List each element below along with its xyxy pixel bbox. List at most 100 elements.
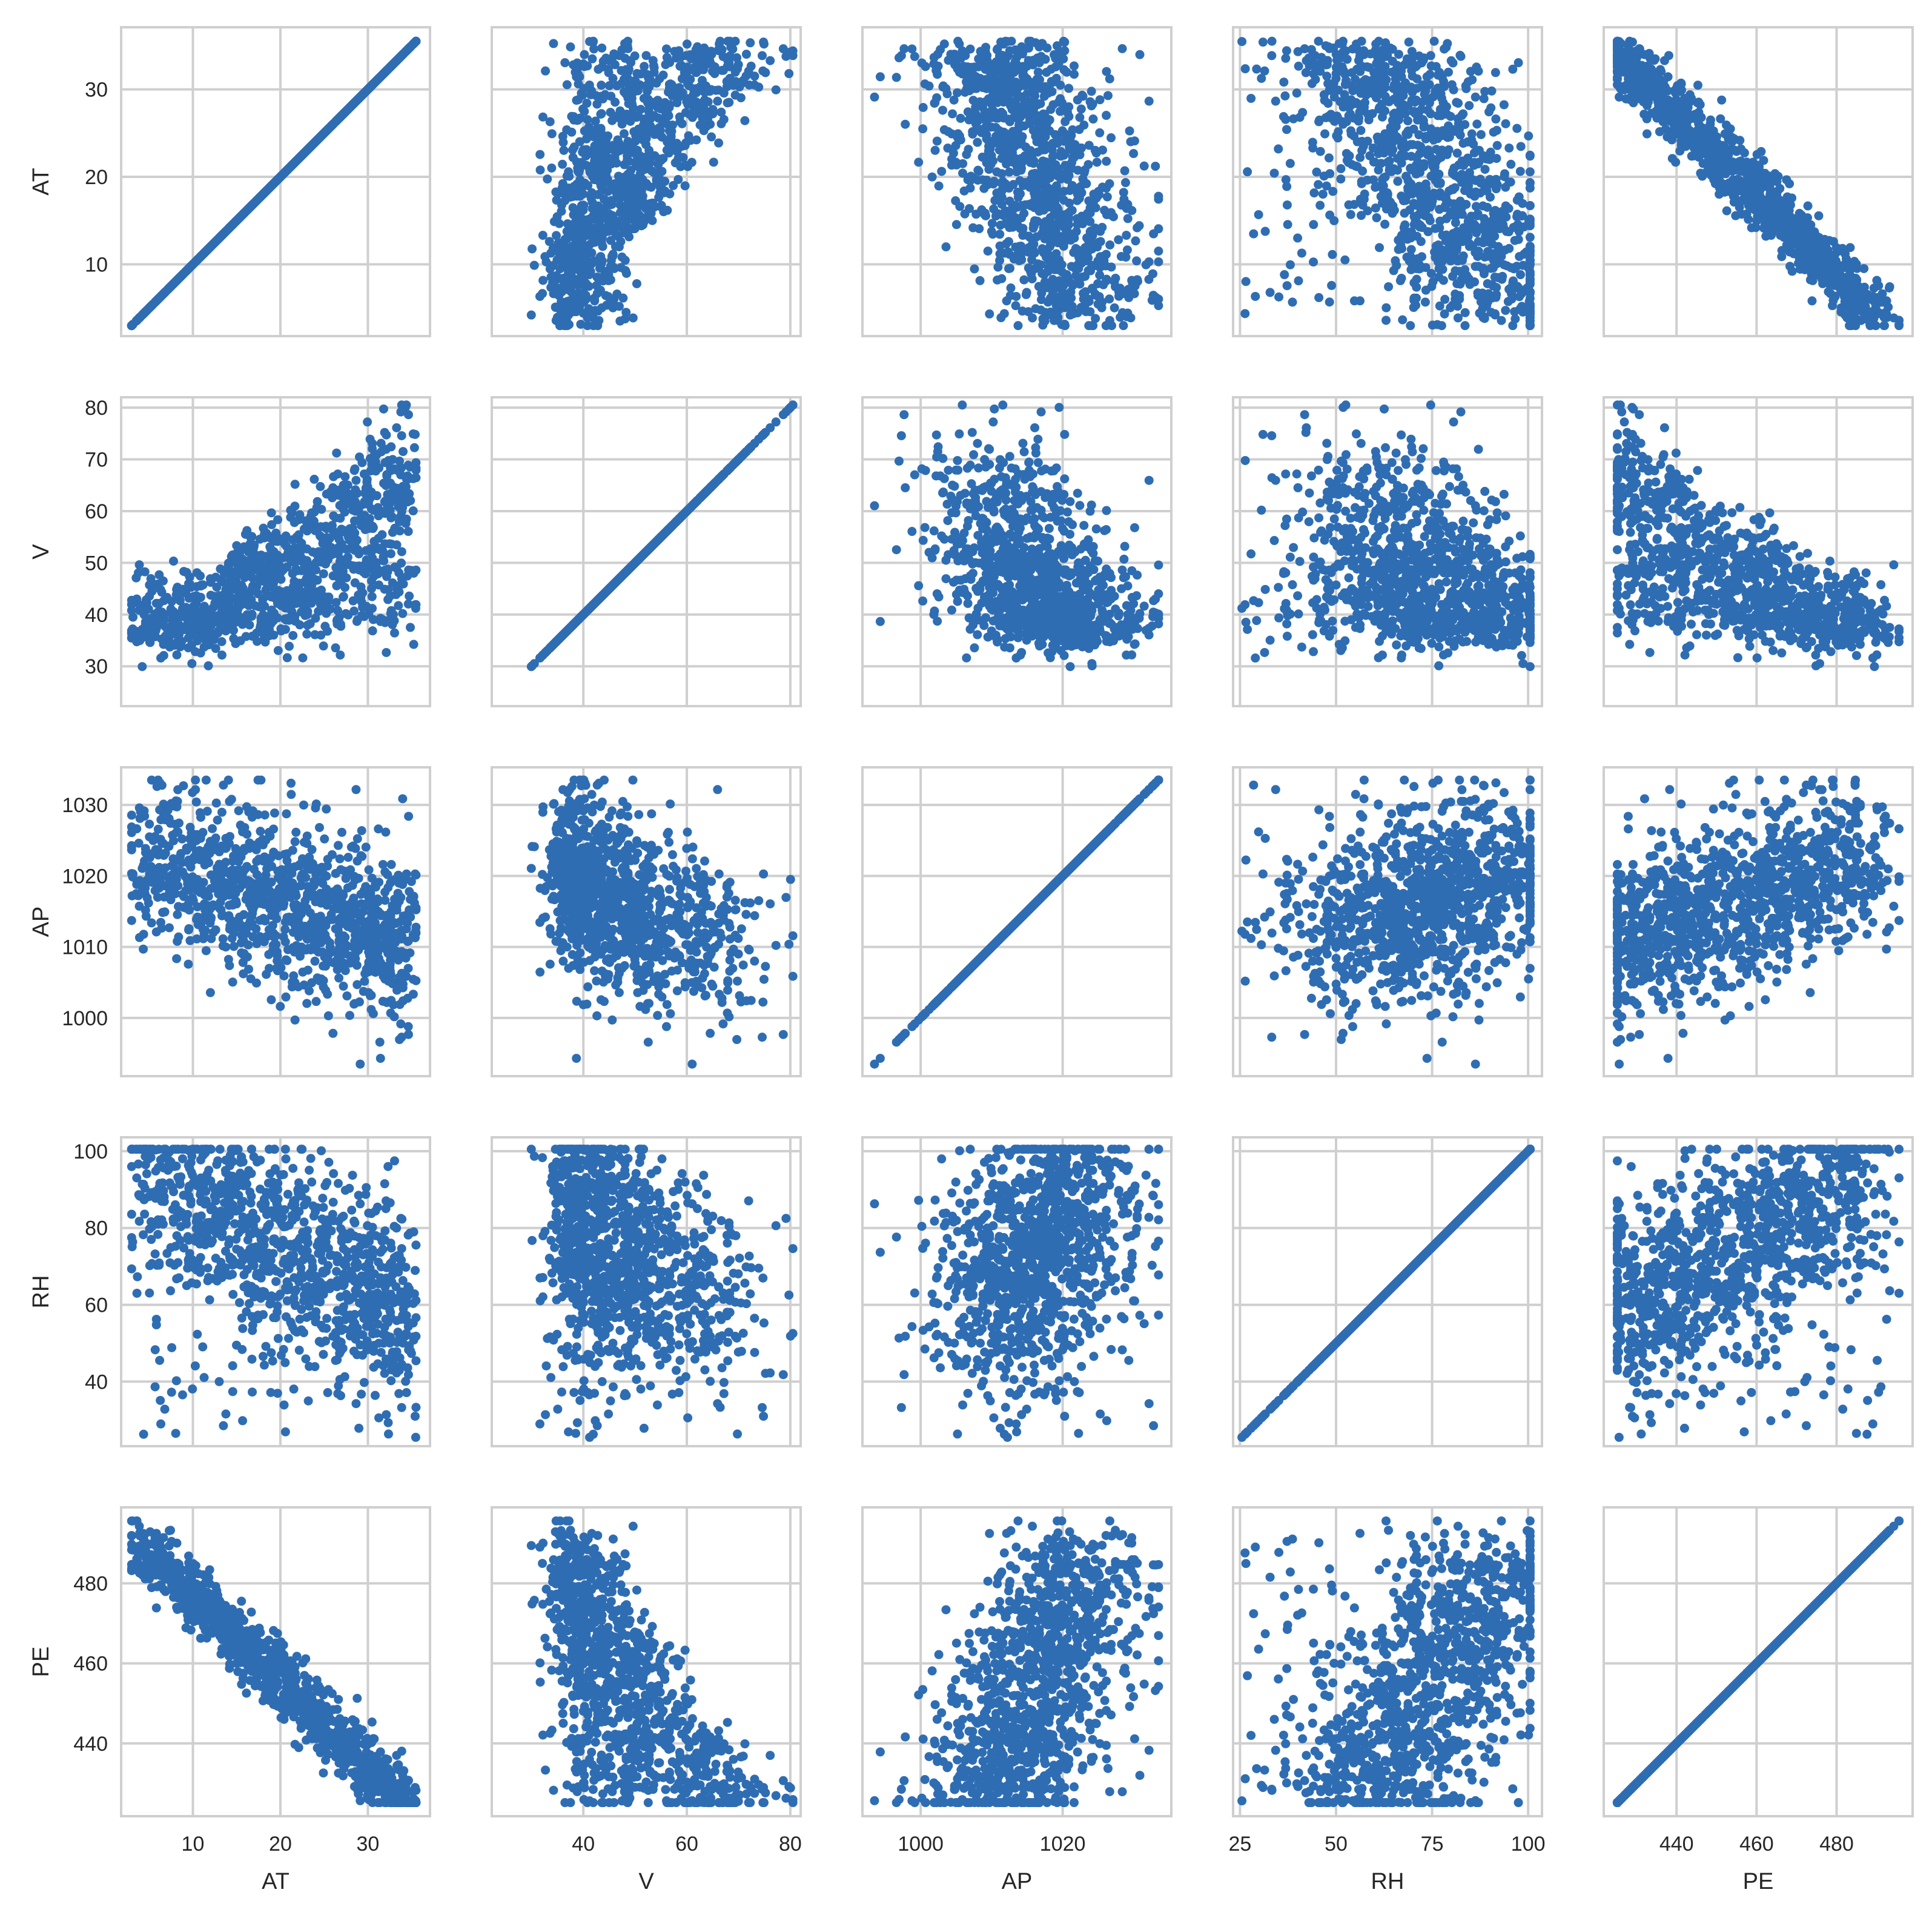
point-pe-rh-154 [1279,1730,1288,1740]
point-pe-rh-51 [1260,1629,1270,1639]
point-at-ap-17 [1139,161,1149,171]
point-ap-rh-164 [1384,818,1394,828]
point-pe-ap-180 [1015,1656,1025,1665]
point-ap-at-133 [290,1015,300,1025]
point-ap-at-136 [403,1022,413,1031]
point-rh-v-8 [646,1381,655,1390]
point-rh-at-35 [411,1240,421,1250]
point-at-ap-15 [1154,301,1163,311]
point-ap-rh-51 [1260,833,1270,843]
point-v-pe-98 [1727,508,1737,518]
point-ap-pe-113 [1656,827,1666,837]
point-v-at-163 [409,640,418,649]
point-at-rh-117 [1293,233,1303,243]
point-pe-v-53 [569,1724,578,1734]
point-ap-rh-57 [1409,782,1419,792]
point-pe-rh-164 [1384,1526,1394,1535]
point-pe-v-160 [580,1702,589,1711]
point-rh-at-172 [234,1298,244,1307]
point-pe-ap-8 [977,1694,987,1704]
point-v-rh-96 [1265,635,1275,645]
point-rh-ap-71 [1149,1421,1159,1430]
point-pe-ap-116 [1105,1787,1114,1796]
point-ap-v-30 [758,1033,767,1042]
point-ap-pe-44 [1772,964,1781,974]
point-ap-pe-9 [1665,785,1675,795]
point-pe-ap-30 [896,1785,906,1794]
point-rh-ap-74 [1151,1179,1160,1188]
point-rh-pe-71 [1801,1421,1811,1430]
point-at-pe-8 [1716,114,1725,124]
point-at-v-7 [526,310,536,320]
point-pe-rh-8 [1289,1694,1298,1704]
point-v-rh-33 [1480,486,1490,496]
point-v-rh-173 [1281,469,1291,479]
point-v-ap-30 [896,431,906,440]
point-v-ap-133 [914,581,924,590]
point-rh-at-1 [402,1388,411,1398]
point-pe-rh-71 [1249,1609,1259,1619]
point-v-at-37 [408,506,418,516]
point-ap-rh-154 [1279,946,1288,956]
point-v-at-30 [397,431,406,440]
point-v-at-136 [403,527,413,537]
point-rh-pe-164 [1885,1286,1894,1295]
point-at-v-136 [661,44,671,54]
point-ap-pe-30 [1626,1033,1635,1042]
point-at-rh-35 [1429,36,1439,46]
point-pe-rh-173 [1281,1739,1291,1748]
point-pe-ap-160 [1125,1702,1134,1711]
point-rh-at-156 [295,1314,305,1324]
point-at-ap-63 [948,109,958,119]
point-v-ap-158 [954,429,964,439]
point-pe-rh-17 [1351,1679,1360,1689]
point-ap-rh-127 [1254,827,1263,837]
point-ap-v-104 [733,976,743,986]
point-ap-pe-152 [1814,934,1824,944]
point-v-rh-191 [1252,616,1262,626]
point-rh-at-117 [214,1377,224,1386]
point-at-rh-172 [1372,213,1381,223]
point-rh-ap-127 [1102,1416,1111,1426]
point-v-ap-136 [907,527,917,537]
point-ap-v-9 [713,785,723,795]
point-at-rh-51 [1260,226,1270,236]
point-ap-pe-139 [1828,775,1838,785]
point-at-ap-82 [1075,113,1085,122]
point-at-rh-96 [1265,288,1275,297]
point-ap-pe-40 [1862,930,1872,939]
point-rh-pe-40 [1862,1429,1872,1439]
point-v-pe-160 [1709,609,1718,618]
point-rh-pe-1 [1632,1388,1642,1398]
point-ap-v-118 [788,971,798,981]
point-pe-rh-1 [1282,1778,1291,1788]
point-v-ap-113 [1102,506,1111,515]
point-rh-v-33 [702,1189,712,1199]
point-pe-ap-152 [995,1596,1005,1606]
panel-ap-ap [862,767,1171,1076]
point-v-ap-104 [953,455,962,465]
point-ap-rh-17 [1351,790,1360,799]
point-v-pe-188 [1673,598,1682,607]
point-v-rh-127 [1254,598,1263,607]
point-pe-rh-40 [1240,1548,1250,1558]
point-ap-at-82 [335,854,345,864]
point-at-ap-9 [1144,96,1154,106]
point-at-rh-182 [1525,167,1535,177]
point-rh-ap-30 [896,1403,906,1412]
point-rh-pe-154 [1680,1391,1690,1401]
point-rh-at-104 [383,1429,393,1439]
point-v-at-173 [333,469,343,479]
point-at-ap-159 [995,230,1005,239]
point-rh-ap-51 [1096,1409,1105,1419]
point-pe-ap-139 [1154,1582,1163,1592]
point-ap-at-139 [191,775,200,785]
point-rh-v-10 [716,1216,726,1226]
point-pe-rh-43 [1274,1674,1283,1684]
point-pe-rh-104 [1240,1774,1250,1784]
point-v-ap-7 [1065,662,1075,672]
point-ap-at-160 [322,804,331,814]
point-pe-at-83 [151,1603,161,1613]
point-rh-at-34 [271,1277,281,1286]
point-at-v-9 [713,96,723,106]
